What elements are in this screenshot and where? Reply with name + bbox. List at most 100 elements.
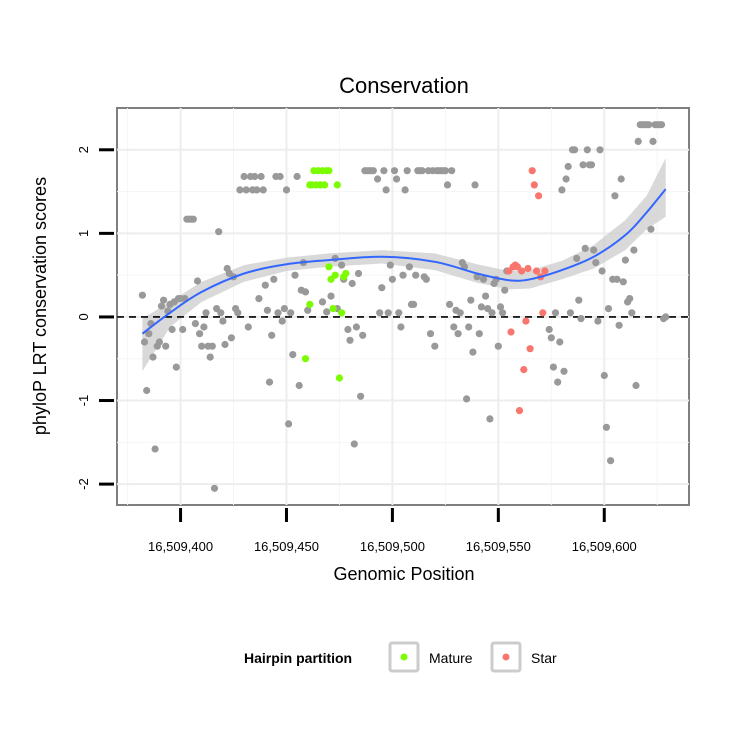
point-unassigned-169 [564, 162, 572, 171]
point-unassigned-207 [645, 121, 653, 129]
point-unassigned-37 [217, 309, 225, 317]
point-unassigned-89 [352, 323, 360, 331]
point-star-17 [541, 267, 549, 275]
point-unassigned-103 [384, 309, 392, 317]
point-unassigned-176 [579, 161, 587, 169]
point-unassigned-198 [626, 295, 634, 303]
point-unassigned-125 [431, 342, 439, 350]
point-unassigned-45 [234, 309, 242, 317]
point-unassigned-144 [471, 181, 479, 189]
point-unassigned-160 [545, 325, 553, 334]
point-unassigned-121 [422, 275, 430, 283]
x-tick-label-4: 16,509,600 [572, 539, 637, 554]
point-unassigned-26 [193, 277, 202, 285]
y-tick-label-2: 0 [76, 313, 91, 320]
point-unassigned-164 [554, 378, 562, 386]
point-star-12 [530, 181, 538, 189]
point-unassigned-162 [549, 363, 558, 371]
point-unassigned-188 [604, 305, 613, 313]
legend-label-star: Star [531, 650, 557, 666]
point-star-16 [539, 309, 547, 317]
point-unassigned-91 [357, 392, 365, 400]
point-unassigned-111 [401, 186, 409, 194]
point-unassigned-130 [441, 167, 449, 175]
x-axis-title: Genomic Position [333, 564, 474, 584]
point-unassigned-116 [412, 271, 420, 279]
point-unassigned-52 [251, 172, 259, 181]
point-unassigned-67 [282, 186, 291, 194]
y-tick-label-4: 2 [76, 146, 91, 153]
point-mature-15 [331, 271, 339, 279]
point-unassigned-173 [573, 254, 581, 262]
point-unassigned-53 [253, 186, 261, 194]
point-unassigned-25 [191, 320, 199, 328]
point-unassigned-56 [259, 186, 267, 194]
point-unassigned-59 [265, 378, 274, 386]
point-unassigned-66 [280, 305, 288, 313]
point-star-1 [507, 328, 515, 336]
point-unassigned-68 [285, 420, 293, 428]
point-unassigned-201 [632, 381, 640, 390]
point-star-8 [522, 317, 530, 325]
legend: Hairpin partition Mature Star [244, 641, 557, 673]
point-unassigned-46 [236, 186, 244, 194]
point-unassigned-167 [560, 367, 568, 375]
point-mature-20 [342, 269, 350, 278]
point-unassigned-194 [617, 175, 625, 183]
point-unassigned-60 [268, 331, 276, 339]
point-unassigned-73 [295, 381, 303, 390]
point-unassigned-48 [242, 186, 250, 194]
point-unassigned-9 [157, 302, 166, 310]
point-unassigned-191 [611, 192, 619, 200]
point-unassigned-113 [405, 263, 413, 271]
point-unassigned-28 [198, 342, 206, 350]
point-unassigned-158 [501, 286, 509, 294]
point-unassigned-196 [621, 256, 630, 264]
point-unassigned-0 [138, 291, 146, 299]
point-unassigned-108 [395, 309, 403, 317]
point-unassigned-143 [469, 348, 477, 356]
y-tick-label-0: -2 [76, 478, 91, 490]
point-unassigned-106 [390, 167, 399, 175]
point-unassigned-71 [291, 271, 299, 279]
y-axis: -2 -1 0 1 2 [76, 146, 114, 490]
y-tick-label-1: -1 [76, 395, 91, 407]
point-unassigned-5 [149, 353, 157, 361]
point-unassigned-123 [426, 330, 435, 338]
point-unassigned-215 [662, 313, 670, 321]
legend-title: Hairpin partition [244, 650, 352, 666]
point-unassigned-137 [456, 309, 464, 317]
point-star-11 [528, 167, 536, 175]
point-unassigned-199 [628, 309, 636, 317]
point-unassigned-76 [301, 288, 310, 296]
point-unassigned-69 [287, 309, 295, 317]
point-unassigned-184 [596, 146, 604, 154]
point-unassigned-3 [145, 330, 153, 338]
point-unassigned-202 [634, 137, 642, 145]
point-unassigned-209 [649, 137, 657, 145]
point-unassigned-63 [274, 309, 282, 317]
point-unassigned-99 [376, 309, 384, 317]
point-unassigned-192 [613, 275, 621, 283]
point-unassigned-175 [577, 315, 585, 323]
point-unassigned-29 [200, 323, 208, 331]
point-unassigned-115 [410, 300, 418, 308]
point-unassigned-19 [179, 325, 187, 334]
point-unassigned-165 [556, 338, 564, 346]
point-unassigned-105 [388, 275, 396, 283]
point-unassigned-70 [289, 351, 297, 359]
point-unassigned-80 [327, 292, 335, 300]
point-unassigned-136 [454, 330, 462, 338]
point-unassigned-119 [418, 167, 426, 175]
point-star-5 [515, 407, 524, 415]
point-unassigned-10 [160, 296, 168, 304]
point-unassigned-166 [558, 186, 566, 194]
point-unassigned-156 [496, 303, 505, 311]
point-mature-12 [325, 263, 333, 271]
legend-marker-star [502, 653, 510, 661]
point-unassigned-102 [382, 186, 390, 194]
point-unassigned-152 [488, 309, 496, 317]
point-unassigned-97 [369, 167, 377, 175]
point-unassigned-133 [448, 167, 456, 175]
